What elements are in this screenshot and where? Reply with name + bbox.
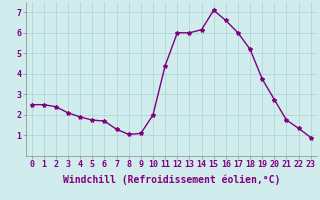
- X-axis label: Windchill (Refroidissement éolien,°C): Windchill (Refroidissement éolien,°C): [62, 175, 280, 185]
